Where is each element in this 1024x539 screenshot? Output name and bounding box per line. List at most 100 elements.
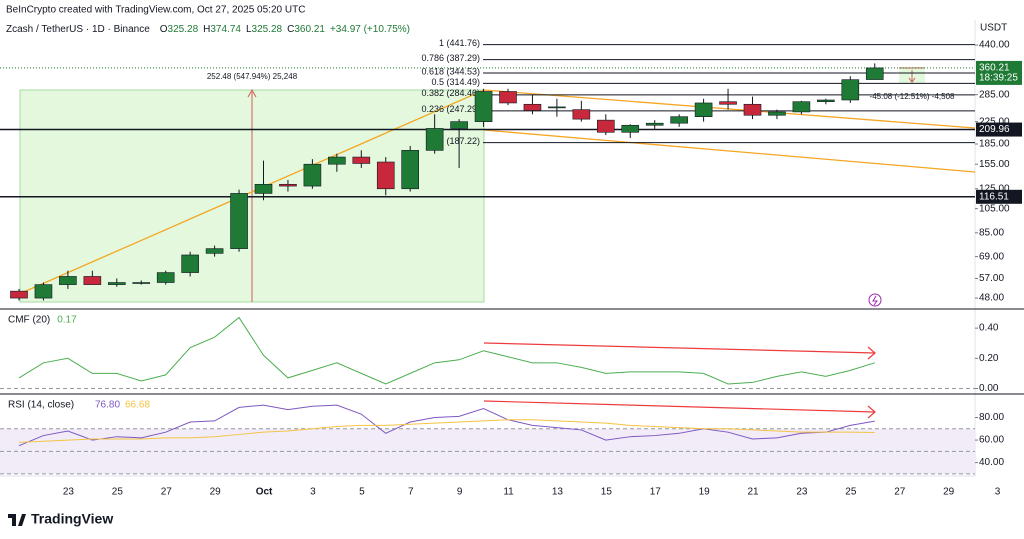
x-tick-label: 9 <box>457 487 463 498</box>
event-icon-bolt <box>872 295 878 306</box>
x-tick-label: 29 <box>210 487 222 498</box>
ohlc-label: O <box>160 24 168 35</box>
candle-body <box>401 150 420 190</box>
ohlc-value: 360.21 <box>294 24 325 35</box>
candle-body <box>108 282 126 285</box>
y-tick-label: 0.20 <box>979 353 999 364</box>
candle-body <box>425 128 444 151</box>
candle-body <box>328 156 346 165</box>
fib-label: 1 (441.76) <box>439 38 480 48</box>
y-tick-label: 69.00 <box>979 251 1004 262</box>
x-tick-label: 7 <box>408 487 414 498</box>
change: +34.97 (+10.75%) <box>330 24 410 35</box>
level-tag <box>976 122 1022 137</box>
pane-value: 76.80 <box>95 400 120 411</box>
x-tick-label: 29 <box>943 487 955 498</box>
x-tick-label: 3 <box>310 487 316 498</box>
y-tick-label: 285.00 <box>979 89 1010 100</box>
x-tick-label: 21 <box>747 487 759 498</box>
candle-body <box>548 106 566 109</box>
ohlc-label: L <box>246 24 252 35</box>
candle-body <box>499 91 517 104</box>
ohlc-label: C <box>287 24 294 35</box>
ohlc-value: 374.74 <box>210 24 241 35</box>
candle-body <box>132 282 151 284</box>
candle-body <box>83 276 102 285</box>
last-price-label: 360.21 <box>979 63 1010 74</box>
x-tick-label: Oct <box>256 487 273 498</box>
fib-label: (187.22) <box>446 136 480 146</box>
fib-label: 0.382 (284.46) <box>421 88 480 98</box>
candle-body <box>450 121 468 129</box>
candle-body <box>719 101 737 105</box>
candle-body <box>34 284 53 299</box>
y-tick-label: 80.00 <box>979 412 1004 423</box>
measure-arrow-small <box>908 70 916 83</box>
y-tick-label: 0.00 <box>979 383 999 394</box>
candle-body <box>352 156 371 164</box>
level-tag-label: 209.96 <box>979 124 1010 135</box>
fib-label: 0.786 (387.29) <box>421 53 480 63</box>
candle-body <box>205 248 224 254</box>
level-tag <box>976 189 1022 204</box>
y-tick-label: 60.00 <box>979 435 1004 446</box>
candle-body <box>59 276 77 285</box>
candle-body <box>768 111 786 116</box>
y-tick-label: 185.00 <box>979 139 1010 150</box>
x-tick-label: 3 <box>995 487 1001 498</box>
ohlc-label: H <box>203 24 210 35</box>
candle-body <box>254 183 273 194</box>
pane-title: RSI (14, close) <box>8 400 74 411</box>
x-tick-label: 25 <box>112 487 124 498</box>
brand-logo: TradingView <box>8 511 113 527</box>
measure-label: 252.48 (547.94%) 25,248 <box>207 72 298 81</box>
y-tick-label: 125.00 <box>979 183 1010 194</box>
candle-body <box>596 119 615 133</box>
candle-body <box>645 122 664 126</box>
candle-body <box>621 124 640 133</box>
candle-body <box>376 161 395 190</box>
cmf-divergence-arrow <box>483 342 876 360</box>
candle-body <box>792 101 811 113</box>
candle-body <box>694 102 713 117</box>
candle-body <box>230 193 248 249</box>
x-tick-label: 5 <box>359 487 365 498</box>
candle-body <box>10 290 28 299</box>
x-tick-label: 11 <box>503 487 514 498</box>
fib-label: 0.618 (344.53) <box>421 66 480 76</box>
candle-body <box>181 254 199 273</box>
candle-body <box>303 163 322 187</box>
candle-body <box>474 91 493 122</box>
fib-label: 0.5 (314.49) <box>431 77 480 87</box>
y-tick-label: 85.00 <box>979 227 1004 238</box>
candle-body <box>156 272 175 283</box>
y-tick-label: 48.00 <box>979 293 1004 304</box>
x-tick-label: 23 <box>796 487 808 498</box>
y-tick-label: 57.00 <box>979 273 1004 284</box>
trendline-lower <box>483 129 976 173</box>
x-tick-label: 15 <box>601 487 613 498</box>
brand-name: TradingView <box>31 511 113 527</box>
candle-body <box>523 103 542 111</box>
y-tick-label: 440.00 <box>979 40 1010 51</box>
countdown: 18:39:25 <box>979 73 1018 84</box>
candle-body <box>670 116 688 124</box>
last-price-tag <box>976 60 1022 85</box>
event-icon[interactable] <box>868 293 882 307</box>
indicator-line <box>18 316 875 385</box>
measure-label: -45.08 (-12.51%) -4,508 <box>870 92 955 101</box>
pane-value: 0.17 <box>57 315 77 326</box>
fib-label: 0.236 (247.29) <box>421 104 480 114</box>
pane-value: 66.68 <box>125 400 150 411</box>
x-tick-label: 27 <box>161 487 173 498</box>
y-tick-label: 0.40 <box>979 323 999 334</box>
pane-title: CMF (20) <box>8 315 50 326</box>
x-tick-label: 17 <box>650 487 662 498</box>
axis-unit: USDT <box>980 23 1007 34</box>
x-tick-label: 13 <box>552 487 564 498</box>
candle-body <box>841 79 860 101</box>
symbol-legend: Zcash / TetherUS · 1D · Binance O325.28 H3… <box>6 24 410 35</box>
y-tick-label: 225.00 <box>979 116 1010 127</box>
ohlc-value: 325.28 <box>252 24 283 35</box>
ohlc-value: 325.28 <box>168 24 199 35</box>
